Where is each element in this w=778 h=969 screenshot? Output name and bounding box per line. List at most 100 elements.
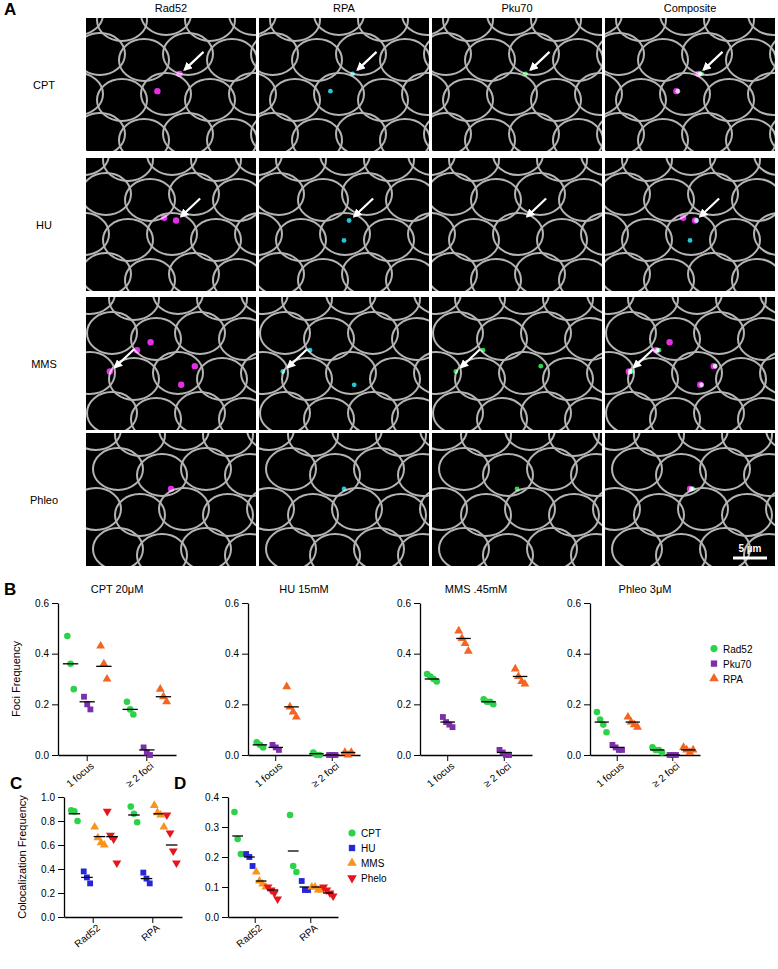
data-point bbox=[234, 836, 241, 843]
arrow bbox=[115, 349, 134, 367]
data-point bbox=[112, 860, 121, 868]
cell-outline bbox=[270, 79, 320, 121]
axis-line bbox=[420, 604, 421, 756]
axis-line bbox=[229, 917, 339, 918]
cell-outline bbox=[87, 392, 137, 430]
cell-outline bbox=[304, 318, 354, 360]
y-axis: 0.00.20.40.6 bbox=[225, 598, 248, 761]
data-point bbox=[156, 684, 165, 692]
cell-outline bbox=[109, 358, 159, 400]
data-point bbox=[103, 674, 112, 682]
cell-outline bbox=[465, 119, 515, 151]
legend: CPTHUMMSPhelo bbox=[347, 828, 387, 884]
cell-outline bbox=[247, 488, 256, 530]
cell-outline bbox=[292, 119, 342, 151]
cell-outline bbox=[760, 352, 775, 394]
data-point bbox=[252, 867, 261, 875]
tick-label: 1 focus bbox=[594, 760, 626, 789]
tick-label: 0.0 bbox=[567, 750, 581, 761]
mean-line bbox=[440, 721, 455, 722]
cell-outline bbox=[575, 18, 602, 35]
cell-outline bbox=[672, 352, 722, 394]
cell-outline bbox=[616, 79, 666, 121]
micrograph bbox=[86, 433, 256, 566]
data-point bbox=[172, 860, 181, 868]
cell-outline bbox=[219, 398, 256, 430]
x-axis: 1 focus≥ 2 foci bbox=[249, 755, 361, 789]
cell-outline bbox=[370, 297, 420, 320]
cell-outline bbox=[251, 113, 256, 151]
cell-outline bbox=[634, 494, 684, 536]
tick-label: 0.8 bbox=[41, 816, 55, 827]
data-point bbox=[134, 819, 141, 826]
plot-area bbox=[63, 633, 171, 758]
cell-outline bbox=[748, 73, 775, 115]
focus bbox=[694, 218, 699, 223]
y-tick: 0.6 bbox=[35, 598, 58, 609]
cell-outline bbox=[276, 219, 326, 261]
cell-outline bbox=[628, 358, 678, 400]
cell-outline bbox=[398, 534, 429, 566]
mean-line bbox=[244, 856, 255, 857]
cell-outline bbox=[559, 259, 602, 291]
arrow bbox=[700, 199, 719, 217]
cell-outline bbox=[197, 358, 247, 400]
cell-outline bbox=[593, 488, 602, 530]
data-point bbox=[250, 863, 256, 869]
legend: Rad52Pku70RPA bbox=[709, 644, 753, 685]
panel-label: B bbox=[4, 580, 16, 599]
cell-outline bbox=[605, 253, 650, 291]
arrow bbox=[531, 52, 550, 70]
tick-mark bbox=[222, 887, 228, 888]
cell-outline bbox=[770, 113, 775, 151]
cell-outline bbox=[229, 73, 256, 115]
y-tick: 0.4 bbox=[35, 648, 58, 659]
data-point bbox=[100, 840, 109, 848]
data-point bbox=[282, 681, 291, 689]
legend-label: RPA bbox=[723, 674, 743, 685]
cell-outline bbox=[505, 488, 555, 530]
arrow bbox=[634, 349, 653, 367]
cell-outline bbox=[336, 113, 386, 151]
micrograph bbox=[86, 297, 256, 430]
plot-area bbox=[231, 809, 337, 904]
y-tick: 0.2 bbox=[35, 699, 58, 710]
y-tick: 0.4 bbox=[567, 648, 590, 659]
tick-mark bbox=[222, 797, 228, 798]
cell-outline bbox=[443, 18, 493, 41]
cell-outline bbox=[766, 488, 775, 530]
data-point bbox=[87, 880, 93, 886]
cell-outline bbox=[119, 119, 169, 151]
cell-outline bbox=[571, 454, 602, 496]
tick-label: 0.6 bbox=[225, 598, 239, 609]
cell-outline bbox=[515, 253, 565, 291]
focus bbox=[342, 238, 347, 243]
panel-label: A bbox=[4, 0, 16, 19]
y-axis: 0.00.20.40.6 bbox=[397, 598, 420, 761]
cell-outline bbox=[207, 119, 256, 151]
cell-outline bbox=[420, 488, 429, 530]
y-tick: 0.0 bbox=[567, 750, 590, 761]
y-tick: 0.2 bbox=[41, 888, 64, 899]
cell-outline bbox=[414, 352, 429, 394]
data-point bbox=[90, 822, 99, 830]
y-axis: 0.00.20.40.6 bbox=[567, 598, 590, 761]
focus bbox=[629, 369, 634, 374]
cell-outline bbox=[732, 259, 775, 291]
cell-outline bbox=[376, 494, 426, 536]
tick-mark bbox=[52, 755, 58, 756]
cell-outline bbox=[433, 312, 483, 354]
mean-line bbox=[323, 892, 334, 893]
mean-line bbox=[63, 663, 78, 664]
cell-outline bbox=[358, 79, 408, 121]
mean-line bbox=[513, 676, 528, 677]
cell-outline bbox=[131, 318, 181, 360]
cell-outline bbox=[185, 18, 235, 41]
arrow bbox=[354, 199, 373, 217]
tick-label: ≥ 2 foci bbox=[650, 760, 682, 789]
cell-outline bbox=[288, 433, 338, 456]
y-tick: 0.1 bbox=[205, 882, 228, 893]
x-tick: Rad52 bbox=[72, 917, 102, 949]
cell-outline bbox=[704, 79, 754, 121]
cell-outline bbox=[487, 73, 537, 115]
